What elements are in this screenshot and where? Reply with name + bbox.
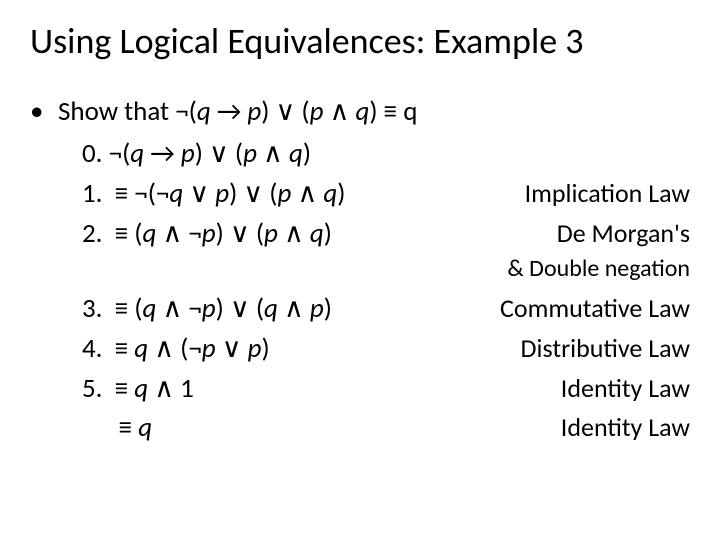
step-2-expr: 2. ≡ (q ∧ ¬p) ∨ (p ∧ q) (82, 215, 543, 253)
step-4: 4. ≡ q ∧ (¬p ∨ p) Distributive Law (82, 330, 690, 368)
step-6-law: Identity Law (547, 409, 690, 445)
step-2-law-extra: & Double negation (82, 252, 690, 286)
step-5-law: Identity Law (547, 370, 690, 406)
step-4-expr: 4. ≡ q ∧ (¬p ∨ p) (82, 330, 507, 368)
bullet-marker: • (30, 93, 58, 131)
step-3-law: Commutative Law (486, 290, 690, 326)
step-4-law: Distributive Law (507, 330, 690, 366)
step-1-expr: 1. ≡ ¬(¬q ∨ p) ∨ (p ∧ q) (82, 175, 511, 213)
slide-title: Using Logical Equivalences: Example 3 (30, 20, 690, 63)
step-6-expr: ≡ q (82, 409, 547, 447)
step-1-law: Implication Law (511, 175, 690, 211)
step-6: ≡ q Identity Law (82, 409, 690, 447)
step-1: 1. ≡ ¬(¬q ∨ p) ∨ (p ∧ q) Implication Law (82, 175, 690, 213)
show-that-line: Show that ¬(q → p) ∨ (p ∧ q) ≡ q (58, 93, 690, 131)
step-5: 5. ≡ q ∧ 1 Identity Law (82, 370, 690, 408)
slide-body: • Show that ¬(q → p) ∨ (p ∧ q) ≡ q 0. ¬(… (30, 93, 690, 447)
slide: Using Logical Equivalences: Example 3 • … (0, 0, 720, 540)
step-2: 2. ≡ (q ∧ ¬p) ∨ (p ∧ q) De Morgan's (82, 215, 690, 253)
step-3-expr: 3. ≡ (q ∧ ¬p) ∨ (q ∧ p) (82, 290, 486, 328)
bullet-item: • Show that ¬(q → p) ∨ (p ∧ q) ≡ q (30, 93, 690, 131)
step-0: 0. ¬(q → p) ∨ (p ∧ q) (82, 135, 690, 173)
step-5-expr: 5. ≡ q ∧ 1 (82, 370, 547, 408)
step-0-expr: 0. ¬(q → p) ∨ (p ∧ q) (82, 135, 676, 173)
step-3: 3. ≡ (q ∧ ¬p) ∨ (q ∧ p) Commutative Law (82, 290, 690, 328)
step-2-law: De Morgan's (543, 215, 690, 251)
